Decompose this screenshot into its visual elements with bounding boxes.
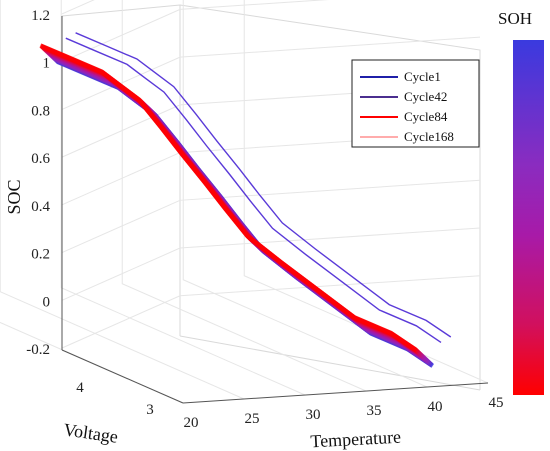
legend: Cycle1 Cycle42 Cycle84 Cycle168 (351, 59, 480, 148)
x-axis-line (182, 382, 489, 404)
plot-box (61, 4, 481, 391)
floor-edge (179, 335, 481, 391)
z-grid-line (61, 0, 95, 15)
z-tick-label: 0.4 (31, 199, 50, 215)
z-tick-label: 0.6 (31, 151, 50, 167)
x-tick-labels: 20 25 30 35 40 45 (184, 395, 504, 431)
z-tick-label: -0.2 (26, 342, 50, 358)
x-grid-line (0, 0, 245, 400)
legend-label: Cycle42 (404, 89, 447, 104)
z-tick-label: 1.2 (31, 8, 50, 24)
series-curves (39, 32, 452, 368)
x-tick-label: 30 (306, 407, 321, 423)
series-line-cycle42 (75, 32, 452, 338)
y-tick-labels: 34 (76, 380, 154, 418)
z-tick-label: 1 (43, 56, 51, 72)
z-grid-line (61, 227, 481, 301)
series-line-cycle1 (65, 37, 442, 343)
x-tick-label: 35 (367, 403, 382, 419)
colorbar: SOH (498, 9, 544, 395)
z-grid-line (61, 0, 329, 63)
y-tick-label: 4 (76, 380, 84, 396)
z-tick-label: 0.8 (31, 103, 50, 119)
x-tick-label: 20 (184, 415, 199, 431)
z-grid-line (61, 179, 481, 254)
legend-label: Cycle168 (404, 129, 454, 144)
legend-label: Cycle84 (404, 109, 448, 124)
back-frame (61, 4, 481, 390)
z-grid-line (61, 36, 481, 110)
x-tick-label: 25 (245, 411, 260, 427)
z-axis-title: SOC (4, 179, 24, 214)
cycle-curve (39, 43, 417, 352)
legend-label: Cycle1 (404, 69, 441, 84)
z-grid-line (61, 275, 481, 349)
z-tick-label: 0.2 (31, 247, 50, 263)
x-grid-line (182, 0, 428, 388)
y-axis-line (61, 349, 184, 404)
x-tick-label: 45 (489, 395, 504, 411)
z-tick-labels: -0.2 0 0.2 0.4 0.6 0.8 1 1.2 (26, 8, 50, 358)
z-tick-label: 0 (43, 294, 51, 310)
y-tick-label: 3 (146, 402, 154, 418)
colorbar-gradient (513, 40, 544, 395)
x-axis-title: Temperature (310, 427, 402, 451)
colorbar-title: SOH (498, 9, 532, 28)
legend-box (351, 59, 480, 148)
x-grid-line (121, 0, 367, 392)
x-tick-label: 40 (428, 399, 443, 415)
y-axis-title: Voltage (62, 419, 119, 446)
